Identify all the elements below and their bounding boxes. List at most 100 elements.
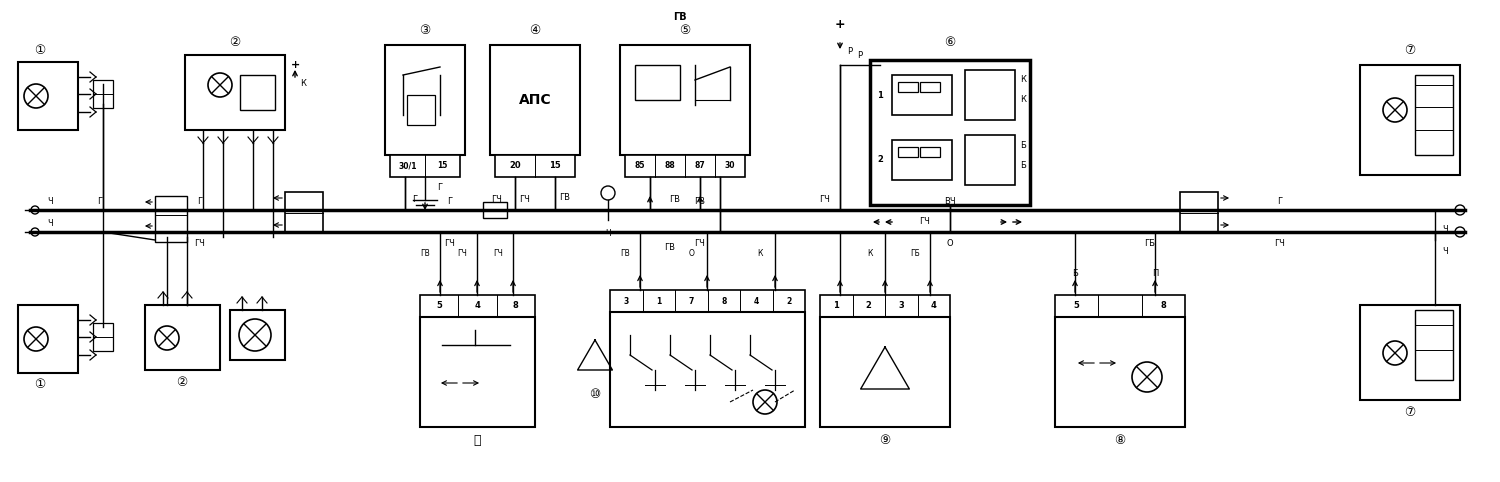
Text: 88: 88 (664, 161, 675, 171)
Text: 30: 30 (724, 161, 735, 171)
Bar (483, 202, 507, 218)
Text: ГЧ: ГЧ (519, 196, 531, 204)
Text: ГЧ: ГЧ (920, 217, 930, 227)
Bar (626, 155, 746, 177)
Text: ГЧ: ГЧ (492, 196, 502, 204)
Text: ⑪: ⑪ (474, 433, 480, 446)
Text: 4: 4 (932, 302, 936, 310)
Bar (892, 75, 952, 115)
Text: ГВ: ГВ (694, 198, 705, 206)
Text: Б: Б (1020, 161, 1026, 170)
Circle shape (209, 73, 232, 97)
Text: 1: 1 (878, 91, 884, 99)
Text: Р: Р (858, 52, 862, 61)
Text: 4: 4 (474, 302, 480, 310)
Text: К: К (300, 79, 306, 88)
Text: ГЧ: ГЧ (458, 250, 466, 258)
Text: Б: Б (1020, 140, 1026, 149)
Text: ⑧: ⑧ (1114, 433, 1125, 446)
Text: 85: 85 (634, 161, 645, 171)
Text: ВЧ: ВЧ (944, 198, 956, 206)
Bar (490, 45, 580, 155)
Bar (870, 60, 1030, 205)
Circle shape (32, 228, 39, 236)
Text: 2: 2 (786, 296, 792, 306)
Text: ГБ: ГБ (1144, 240, 1155, 249)
Text: ГВ: ГВ (620, 250, 630, 258)
Text: 5: 5 (1074, 302, 1080, 310)
Text: ГВ: ГВ (674, 12, 687, 22)
Circle shape (1132, 362, 1162, 392)
Text: 7: 7 (688, 296, 694, 306)
Text: ②: ② (177, 376, 188, 389)
Text: Ч: Ч (46, 219, 53, 228)
Text: Ч: Ч (1442, 247, 1448, 256)
Bar (964, 70, 1016, 120)
Text: ⑥: ⑥ (945, 36, 956, 49)
Text: К: К (1020, 95, 1026, 105)
Text: ГЧ: ГЧ (694, 240, 705, 249)
Circle shape (24, 84, 48, 108)
Text: Ч: Ч (604, 228, 610, 238)
Bar (18, 305, 78, 373)
Text: К: К (758, 250, 762, 258)
Text: 3: 3 (624, 296, 628, 306)
Text: 30/1: 30/1 (399, 161, 417, 171)
Text: АПС: АПС (519, 93, 552, 107)
Text: ГВ: ГВ (664, 242, 675, 252)
Text: ⑦: ⑦ (1404, 44, 1416, 57)
Bar (154, 196, 188, 242)
Text: 8: 8 (722, 296, 726, 306)
Text: +: + (834, 18, 846, 31)
Bar (420, 295, 536, 317)
Bar (610, 312, 806, 427)
Text: 8: 8 (1161, 302, 1166, 310)
Text: ③: ③ (420, 25, 430, 38)
Text: Г: Г (98, 198, 102, 206)
Bar (964, 135, 1016, 185)
Text: О: О (946, 240, 954, 249)
Bar (146, 305, 220, 370)
Text: Ч: Ч (1442, 226, 1448, 235)
Bar (610, 290, 806, 312)
Text: ГЧ: ГЧ (819, 196, 831, 204)
Text: ГБ: ГБ (910, 250, 920, 258)
Text: ①: ① (34, 43, 45, 56)
Bar (821, 295, 950, 317)
Bar (1054, 317, 1185, 427)
Text: 2: 2 (865, 302, 871, 310)
Circle shape (1455, 205, 1466, 215)
Circle shape (1455, 227, 1466, 237)
Circle shape (753, 390, 777, 414)
Text: 1: 1 (834, 302, 839, 310)
Text: Г: Г (1278, 198, 1282, 206)
Bar (1360, 305, 1460, 400)
Bar (18, 62, 78, 130)
Text: О: О (688, 250, 694, 258)
Text: ⑦: ⑦ (1404, 406, 1416, 419)
Bar (495, 155, 574, 177)
Bar (898, 82, 918, 92)
Bar (634, 65, 680, 100)
Bar (420, 317, 536, 427)
Text: К: К (1020, 76, 1026, 84)
Text: ГЧ: ГЧ (494, 250, 502, 258)
Text: 1: 1 (656, 296, 662, 306)
Bar (821, 317, 950, 427)
Bar (386, 45, 465, 155)
Circle shape (154, 326, 178, 350)
Text: 2: 2 (878, 156, 884, 164)
Bar (406, 95, 435, 125)
Text: Г: Г (413, 196, 417, 204)
Text: ГЧ: ГЧ (444, 240, 456, 249)
Bar (230, 310, 285, 360)
Text: +: + (291, 60, 300, 70)
Bar (1054, 295, 1185, 317)
Bar (920, 147, 940, 157)
Bar (240, 75, 274, 110)
Text: ГВ: ГВ (420, 250, 430, 258)
Text: ①: ① (34, 378, 45, 391)
Circle shape (24, 327, 48, 351)
Text: ГЧ: ГЧ (195, 240, 206, 249)
Text: Г: Г (198, 198, 202, 206)
